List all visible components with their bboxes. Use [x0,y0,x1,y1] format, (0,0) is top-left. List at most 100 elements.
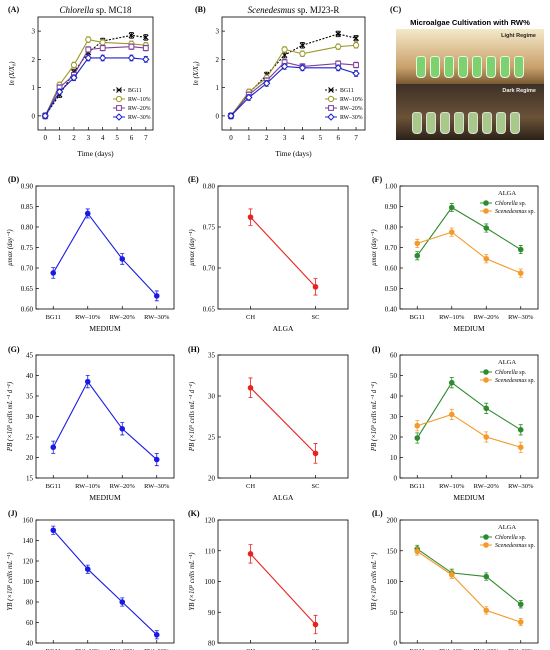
plot-frame [35,519,175,644]
x-tick-label: BG11 [46,483,61,490]
x-tick-label: RW–30% [508,314,534,321]
x-tick-label: 2 [72,134,76,142]
y-tick-label: 0.70 [385,244,398,252]
flask-icon [416,56,426,78]
y-tick-label: 0.65 [203,306,216,314]
data-point [50,444,57,451]
panel-letter: (D) [8,175,19,184]
series-0 [247,208,319,296]
y-tick-label: 0.80 [21,224,34,232]
data-point [517,246,524,253]
y-axis-label: YB (×10⁵ cells mL⁻¹) [189,552,196,611]
series-line [52,212,158,297]
y-tick-label: 2 [32,56,36,64]
x-tick-label: RW–20% [474,648,500,650]
x-tick-label: RW–20% [110,314,136,321]
data-point [245,93,253,102]
x-tick-label: 3 [283,134,287,142]
data-point [312,284,319,290]
x-tick-label: 4 [101,134,105,142]
legend-label: BG11 [340,88,354,94]
x-tick-label: RW–10% [439,483,465,490]
flask-icon [500,56,510,78]
panel-title: Scenedesmus sp. MJ23-R [248,5,340,15]
y-tick-label: 0.40 [385,306,398,314]
data-point [335,43,342,50]
panel-h: (H) 20 25 30 35 CH SC ALGA PB (×10⁵ cells mL⁻¹ d… [188,345,349,502]
legend-label: Scenedesmus sp. [495,209,535,215]
data-point [517,270,524,276]
panel-letter: (E) [188,175,199,184]
legend-label-genus: Chlorella [495,201,518,207]
series-line [250,553,316,625]
data-point [119,426,126,432]
data-point [280,62,289,71]
legend-label-genus: Scenedesmus [495,543,527,549]
legend-label-genus: Scenedesmus [495,209,527,215]
flask-icon [468,112,478,134]
data-point [41,112,49,120]
x-tick-label: BG11 [46,314,61,321]
panel-a: (A) 0 1 2 3 0 1 2 3 4 5 6 7 Time (days) ln (X/X₀) Chlor… [8,5,154,158]
legend-marker [328,105,334,111]
legend-marker [483,542,489,548]
y-tick-label: 120 [205,517,216,525]
panel-title-strain: sp. MC18 [94,5,132,15]
series-0 [50,525,160,640]
data-point [281,46,288,53]
x-tick-label: 3 [87,134,91,142]
series-line [416,206,522,257]
legend-label: Scenedesmus sp. [495,543,535,549]
series-line [250,216,316,288]
legend-label: RW–10% [128,97,151,103]
x-tick-label: RW–30% [508,483,534,490]
y-tick-label: 0.70 [21,265,34,273]
data-point [128,32,135,39]
y-axis-label: ln (X/X₀) [193,61,200,86]
x-tick-label: SC [312,314,320,321]
data-point [50,270,57,276]
flask-icon [426,112,436,134]
data-point [448,411,455,418]
y-axis-label: PB (×10⁵ cells mL⁻¹ d⁻¹) [7,381,14,452]
x-tick-label: BG11 [46,648,61,650]
data-point [128,43,135,50]
data-point [483,434,490,440]
legend-label-genus: Chlorella [495,370,518,376]
x-tick-label: SC [312,483,320,490]
x-tick-label: 4 [301,134,305,142]
panel-i: (I) 0 10 20 30 40 50 60 BG11 RW–10% RW–20% RW–30% ME… [371,345,539,502]
y-tick-label: 0.75 [21,244,34,252]
y-tick-label: 35 [26,393,34,401]
y-tick-label: 30 [208,393,216,401]
series-0 [247,377,319,464]
data-point [517,444,524,451]
y-tick-label: 0 [216,112,220,120]
data-point [227,112,235,120]
series-0 [414,544,524,609]
x-tick-label: RW–20% [110,648,136,650]
y-tick-label: 40 [26,372,34,380]
panel-letter: (J) [8,509,18,518]
flask-icon [440,112,450,134]
y-tick-label: 100 [23,578,34,586]
y-tick-label: 0.75 [203,224,216,232]
y-tick-label: 0 [394,475,398,483]
legend-marker [483,200,489,206]
y-tick-label: 2 [216,56,220,64]
data-point [335,31,342,37]
flask-icon [472,56,482,78]
y-axis-label: μmax (day⁻¹) [189,229,196,266]
data-point [84,566,91,573]
legend-marker [116,87,122,93]
data-point [414,435,421,441]
data-point [448,379,455,386]
y-tick-label: 50 [390,372,398,380]
panel-g: (G) 15 20 25 30 35 40 45 BG11 RW–10% RW–20% RW–30% M… [7,345,175,502]
panel-b: (B) 0 1 2 3 0 1 2 3 4 5 6 7 Time (days) ln (X/X₀) Scene… [193,5,366,158]
series-1 [414,408,524,453]
y-tick-label: 20 [390,434,398,442]
y-tick-label: 100 [205,578,216,586]
data-point [99,39,106,46]
y-tick-label: 0.90 [385,203,398,211]
